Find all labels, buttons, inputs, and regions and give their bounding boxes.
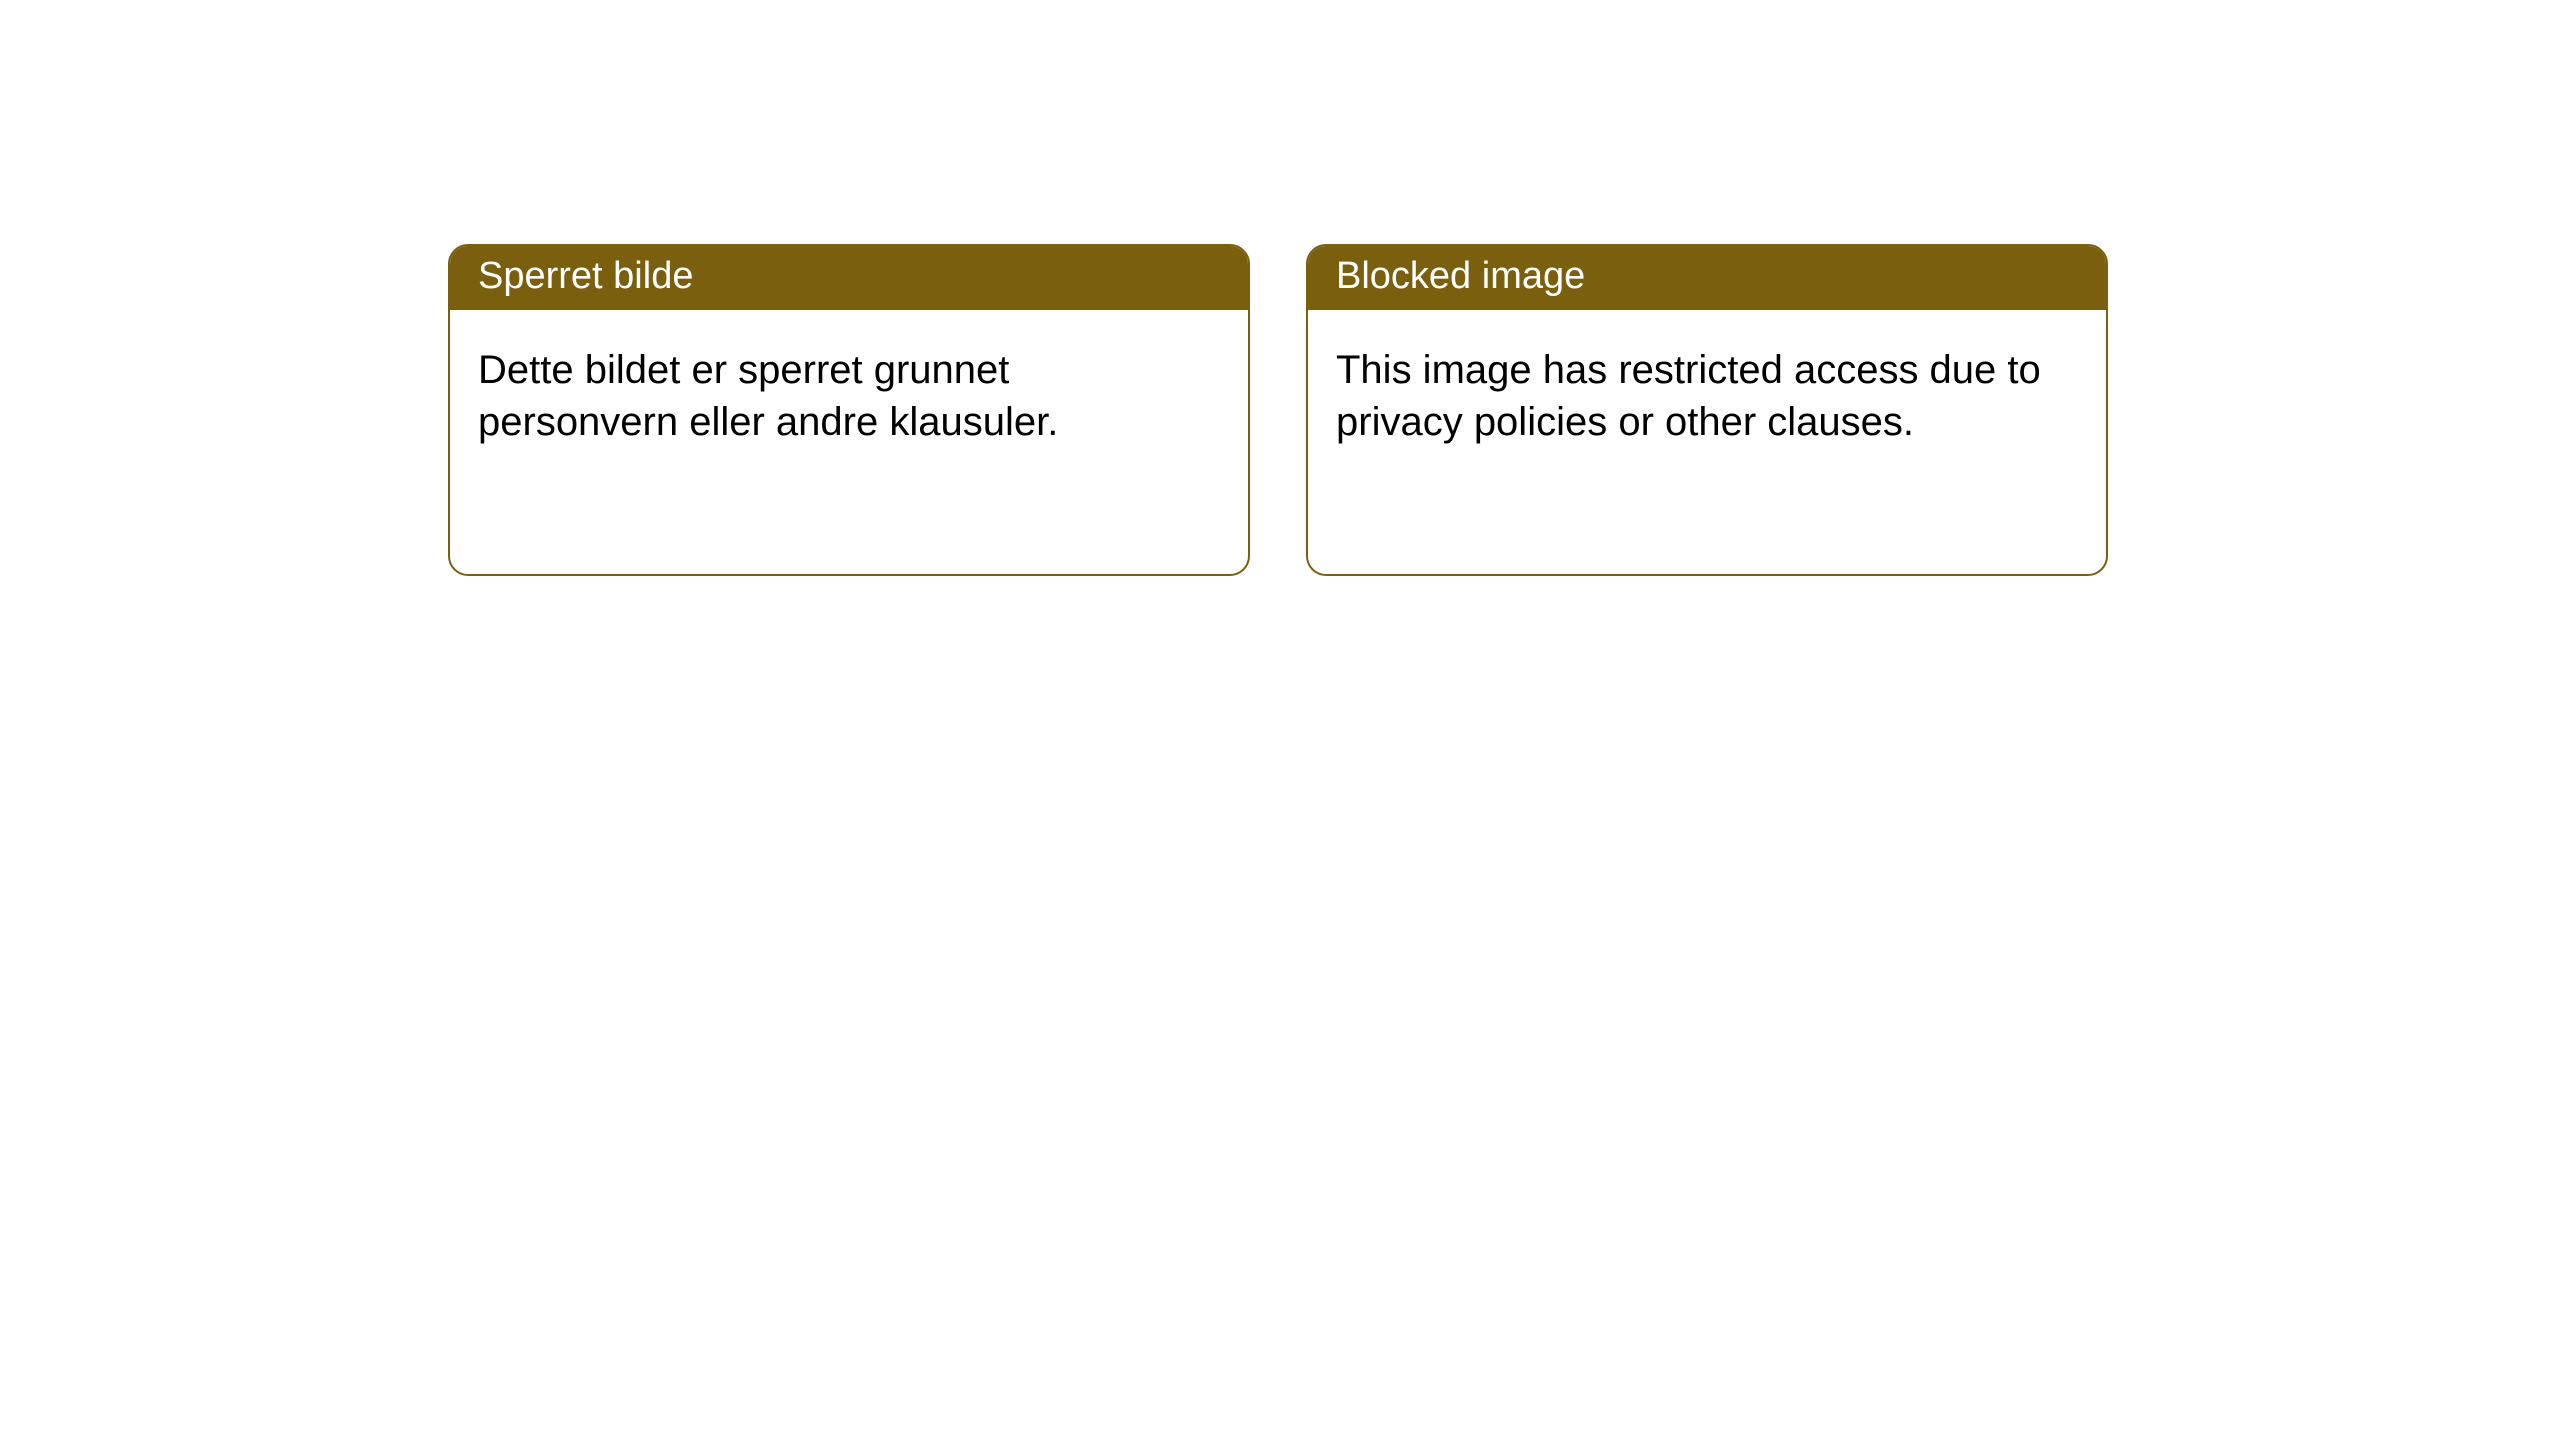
notice-card-body: This image has restricted access due to … bbox=[1308, 310, 2106, 470]
notice-card-body: Dette bildet er sperret grunnet personve… bbox=[450, 310, 1248, 470]
notice-card-norwegian: Sperret bilde Dette bildet er sperret gr… bbox=[448, 244, 1250, 576]
notice-cards-container: Sperret bilde Dette bildet er sperret gr… bbox=[0, 0, 2560, 576]
notice-card-title: Blocked image bbox=[1308, 246, 2106, 310]
notice-card-title: Sperret bilde bbox=[450, 246, 1248, 310]
notice-card-english: Blocked image This image has restricted … bbox=[1306, 244, 2108, 576]
